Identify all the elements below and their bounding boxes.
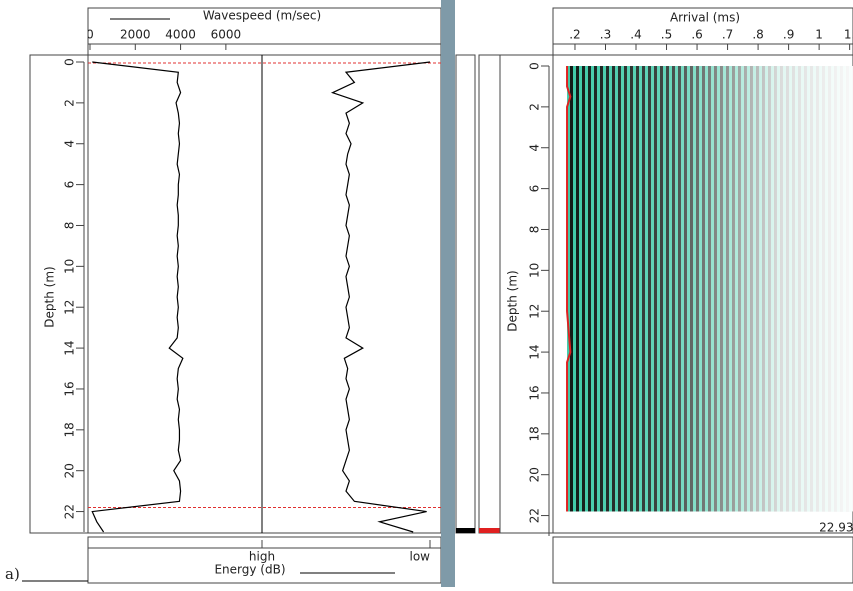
y-tick-label: 8 bbox=[528, 226, 542, 234]
header-right bbox=[552, 7, 853, 56]
x-tick-label: 4000 bbox=[165, 28, 196, 42]
log-trace bbox=[91, 61, 184, 533]
y-tick-label: 20 bbox=[528, 467, 542, 482]
y-tick-label: 16 bbox=[63, 381, 77, 396]
x-tick-label: .2 bbox=[569, 28, 580, 42]
y-tick-label: 18 bbox=[63, 422, 77, 437]
y-tick-label: 22 bbox=[63, 504, 77, 519]
annotation: 22.93 bbox=[819, 520, 853, 534]
caption: a) bbox=[5, 565, 20, 583]
log-trace bbox=[330, 61, 431, 533]
legend-label: Wavespeed (m/sec) bbox=[203, 9, 321, 23]
x-tick-label: 6000 bbox=[211, 28, 242, 42]
x-tick-label: .3 bbox=[600, 28, 611, 42]
x-tick-label: 0 bbox=[86, 28, 94, 42]
y-axis-title: Depth (m) bbox=[43, 266, 57, 327]
x-tick-label: .8 bbox=[752, 28, 763, 42]
x2-tick-label: high bbox=[249, 550, 275, 564]
y-tick-label: 20 bbox=[63, 463, 77, 478]
track-a-bar bbox=[456, 528, 475, 533]
splitter[interactable] bbox=[441, 0, 455, 587]
legend-label: Energy (dB) bbox=[214, 563, 285, 577]
y-tick-label: 2 bbox=[528, 103, 542, 111]
y-axis-title: Depth (m) bbox=[506, 270, 520, 331]
y-tick-label: 14 bbox=[63, 340, 77, 355]
waveform-fade bbox=[567, 66, 853, 512]
track-a bbox=[455, 54, 476, 534]
depth-axis-right bbox=[499, 54, 554, 534]
x-tick-label: 1 bbox=[815, 28, 823, 42]
y-tick-label: 12 bbox=[63, 300, 77, 315]
footer-left bbox=[87, 536, 442, 584]
first-arrival bbox=[566, 66, 572, 512]
y-tick-label: 16 bbox=[528, 385, 542, 400]
y-tick-label: 22 bbox=[528, 508, 542, 523]
x-tick-label: .9 bbox=[783, 28, 794, 42]
x-tick-label: 2000 bbox=[120, 28, 151, 42]
y-tick-label: 18 bbox=[528, 426, 542, 441]
x-axis-title: Arrival (ms) bbox=[670, 11, 740, 25]
x2-tick-label: low bbox=[410, 550, 431, 564]
track-b-bar bbox=[479, 528, 500, 533]
x-tick-label: .5 bbox=[661, 28, 672, 42]
depth-axis-left bbox=[29, 54, 89, 534]
y-tick-label: 4 bbox=[63, 140, 77, 148]
y-tick-label: 8 bbox=[63, 222, 77, 230]
y-tick-label: 0 bbox=[63, 58, 77, 66]
y-tick-label: 12 bbox=[528, 304, 542, 319]
y-tick-label: 10 bbox=[63, 259, 77, 274]
y-tick-label: 0 bbox=[528, 62, 542, 70]
y-tick-label: 2 bbox=[63, 99, 77, 107]
track-b bbox=[478, 54, 501, 534]
y-tick-label: 10 bbox=[528, 263, 542, 278]
x-tick-label: .4 bbox=[630, 28, 641, 42]
header-left bbox=[87, 7, 442, 56]
y-tick-label: 4 bbox=[528, 144, 542, 152]
x-tick-label: .6 bbox=[691, 28, 702, 42]
y-tick-label: 6 bbox=[528, 185, 542, 193]
plot-left bbox=[87, 54, 442, 534]
footer-right bbox=[552, 536, 853, 584]
x-tick-label: .7 bbox=[722, 28, 733, 42]
x-tick-label: 1. bbox=[844, 28, 853, 42]
y-tick-label: 6 bbox=[63, 181, 77, 189]
y-tick-label: 14 bbox=[528, 344, 542, 359]
